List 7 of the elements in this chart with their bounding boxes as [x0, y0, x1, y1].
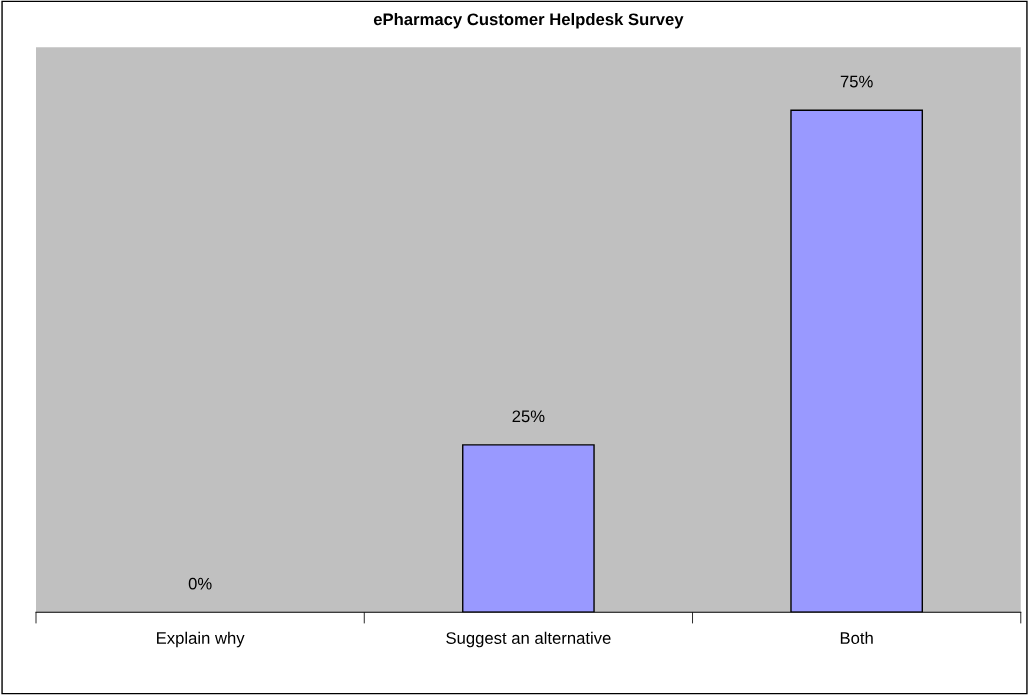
data-label: 75%: [840, 75, 873, 88]
data-label: 25%: [512, 410, 545, 423]
x-tick-label: Both: [840, 631, 873, 644]
data-label: 0%: [188, 577, 212, 590]
chart-title: ePharmacy Customer Helpdesk Survey: [373, 12, 684, 29]
x-tick-label: Suggest an alternative: [446, 631, 611, 648]
x-tick-label: Explain why: [157, 631, 245, 648]
